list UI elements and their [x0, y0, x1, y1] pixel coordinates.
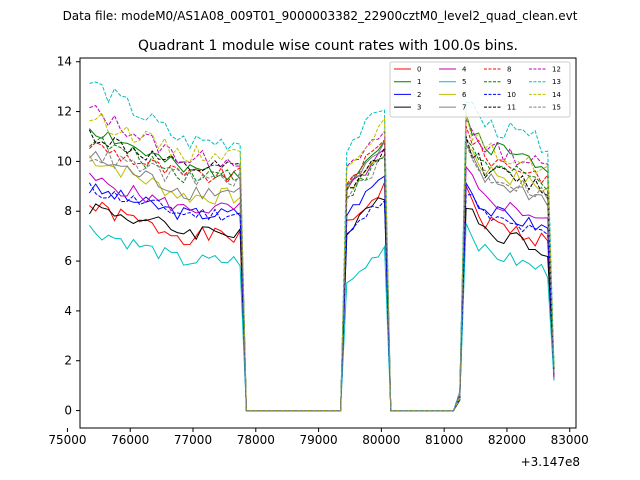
- series-line-3: [88, 197, 555, 412]
- legend-label-15: 15: [552, 104, 561, 112]
- legend-label-3: 3: [417, 104, 421, 112]
- x-tick-label: 77000: [174, 433, 212, 447]
- legend-label-13: 13: [552, 78, 561, 86]
- y-tick-label: 2: [64, 354, 72, 368]
- y-tick-label: 4: [64, 304, 72, 318]
- legend-label-11: 11: [507, 104, 516, 112]
- x-offset-label: +3.147e8: [521, 455, 580, 469]
- legend-box: [389, 61, 571, 118]
- chart-title: Quadrant 1 module wise count rates with …: [138, 38, 518, 54]
- axes: 75000 76000 77000 78000 79000 80000 81000 82000…: [48, 55, 588, 447]
- legend-label-0: 0: [417, 66, 421, 74]
- y-tick-label: 10: [57, 154, 72, 168]
- series-line-1: [89, 113, 555, 412]
- y-tick-label: 0: [64, 404, 72, 418]
- legend-label-10: 10: [507, 91, 516, 99]
- series-line-5: [89, 223, 555, 412]
- series-line-4: [89, 148, 555, 412]
- plot-frame: [79, 57, 577, 429]
- y-tick-label: 14: [57, 55, 72, 69]
- x-tick-label: 75000: [48, 433, 86, 447]
- series-line-9: [89, 136, 555, 412]
- y-tick-label: 12: [57, 105, 72, 119]
- series-line-14: [89, 112, 555, 412]
- x-tick-label: 82000: [488, 433, 526, 447]
- legend-label-9: 9: [507, 78, 511, 86]
- legend-label-7: 7: [462, 104, 466, 112]
- y-tick-label: 8: [64, 204, 72, 218]
- series-line-15: [89, 143, 555, 412]
- x-tick-label: 78000: [237, 433, 275, 447]
- plot-area: [88, 81, 555, 412]
- y-tick-label: 6: [64, 254, 72, 268]
- legend-label-14: 14: [552, 91, 561, 99]
- legend-label-6: 6: [462, 91, 467, 99]
- x-tick-label: 81000: [425, 433, 463, 447]
- legend-label-4: 4: [462, 66, 467, 74]
- series-line-13: [89, 81, 555, 412]
- legend-label-5: 5: [462, 78, 466, 86]
- series-line-11: [88, 129, 555, 412]
- x-tick-label: 76000: [111, 433, 149, 447]
- x-tick-label: 83000: [551, 433, 589, 447]
- legend-label-12: 12: [552, 66, 561, 74]
- series-line-7: [89, 139, 555, 412]
- series-line-8: [89, 126, 555, 412]
- legend-label-8: 8: [507, 66, 511, 74]
- series-line-2: [88, 175, 555, 412]
- legend-label-2: 2: [417, 91, 421, 99]
- x-tick-label: 80000: [362, 433, 400, 447]
- x-tick-label: 79000: [299, 433, 337, 447]
- series-line-0: [89, 182, 555, 412]
- series-line-6: [88, 145, 555, 412]
- legend-label-1: 1: [417, 78, 421, 86]
- data-file-header: Data file: modeM0/AS1A08_009T01_90000033…: [63, 9, 578, 23]
